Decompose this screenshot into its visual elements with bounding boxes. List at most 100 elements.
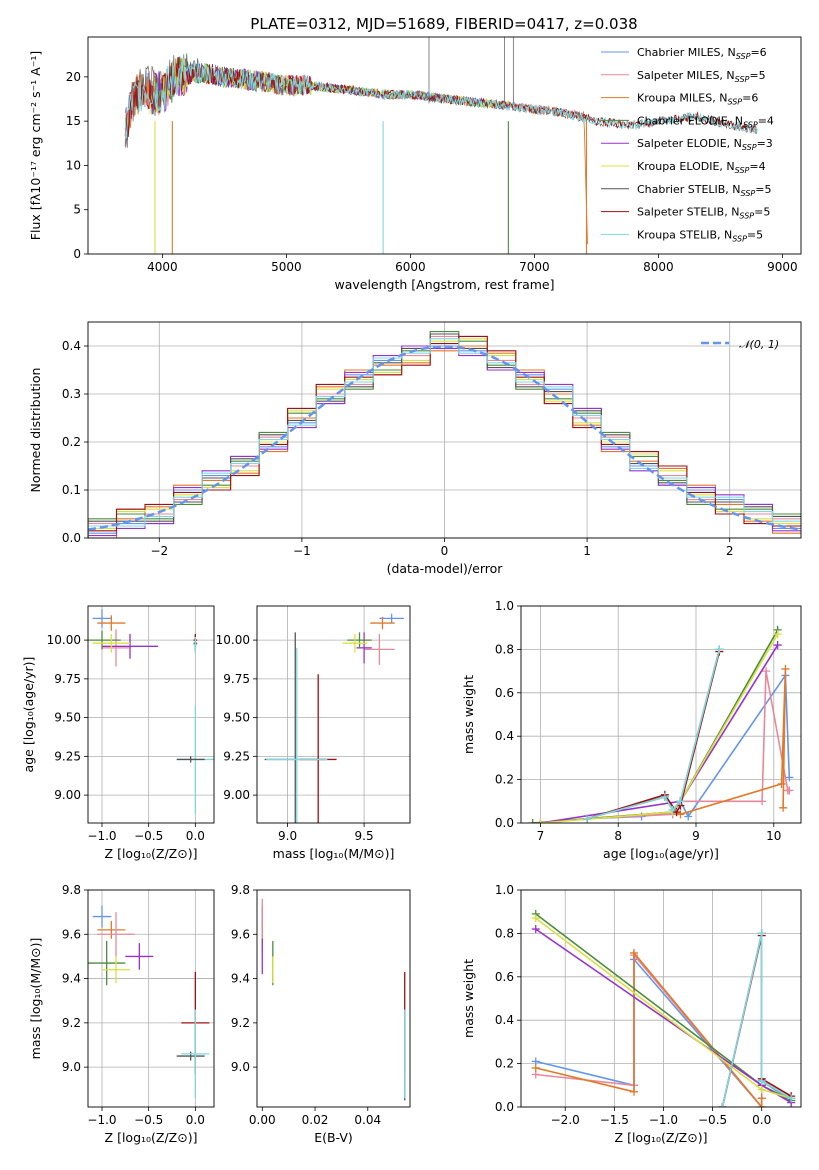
weight-series-line	[532, 629, 779, 823]
weight-point-marker	[676, 797, 685, 806]
spectrum-plot	[124, 37, 758, 254]
mass_vs_Z-xlabel: Z [log₁₀(Z/Z⊙)]	[105, 1130, 198, 1145]
age_vs_mass-axes: 9.0 9.5 9.00 9.25 9.50 9.75 10.00 mass [log₁₀(M…	[216, 605, 411, 861]
mass_vs_ebv-ytick-label: 9.6	[231, 927, 250, 941]
weight_vs_Z-plot	[531, 909, 796, 1107]
age_vs_mass-ytick-label: 10.00	[216, 633, 250, 647]
weight_vs_age-xtick-label: 10	[766, 829, 781, 843]
weight-point-marker	[762, 667, 770, 676]
legend-label: Chabrier ELODIE, NSSP=4	[637, 114, 774, 129]
mass_vs_ebv-xtick-label: 0.04	[354, 1113, 381, 1127]
weight_vs_age-ytick-label: 0.2	[495, 773, 514, 787]
age_vs_Z-ytick-label: 9.25	[54, 749, 81, 763]
weight_vs_Z-ytick-label: 0.2	[495, 1057, 514, 1071]
age_vs_mass-xtick-label: 9.5	[355, 829, 374, 843]
residuals-xtick-label: 2	[726, 544, 734, 558]
weight_vs_age-xlabel: age [log₁₀(age/yr)]	[603, 846, 719, 861]
age_vs_Z-ytick-label: 9.00	[54, 788, 81, 802]
weight_vs_Z-xtick-label: −0.5	[698, 1113, 727, 1127]
weight-point-marker	[583, 814, 592, 823]
residuals-plot	[88, 331, 801, 538]
age_vs_Z-ytick-label: 9.75	[54, 672, 81, 686]
mass_vs_Z-ytick-label: 9.0	[62, 1060, 81, 1074]
weight-point-marker	[779, 803, 788, 812]
weight-point-marker	[757, 1094, 766, 1103]
weight_vs_Z-ytick-label: 0.0	[495, 1100, 514, 1114]
weight_vs_Z-xtick-label: 0.0	[752, 1113, 771, 1127]
spectrum-series-line	[124, 57, 758, 138]
spectrum-ytick-label: 20	[66, 70, 81, 84]
age_vs_mass-ytick-label: 9.25	[223, 749, 250, 763]
age_vs_Z-xtick-label: −0.5	[134, 829, 163, 843]
spectrum-series-line	[124, 58, 588, 245]
spectrum-title: PLATE=0312, MJD=51689, FIBERID=0417, z=0…	[250, 15, 637, 33]
legend-label: Salpeter MILES, NSSP=5	[637, 69, 766, 84]
spectrum-frame	[87, 36, 802, 255]
residuals-xlabel: (data-model)/error	[387, 561, 504, 576]
spectrum-ytick-label: 15	[66, 114, 81, 128]
weight-point-marker	[660, 792, 669, 801]
weight-point-marker	[629, 1087, 638, 1096]
weight-series-line	[586, 651, 721, 820]
age_vs_mass-xtick-label: 9.0	[278, 829, 297, 843]
mass_vs_ebv-xtick-label: 0.00	[249, 1113, 276, 1127]
weight_vs_Z-ytick-label: 0.8	[495, 926, 514, 940]
weight-point-marker	[773, 630, 782, 639]
weight-point-marker	[684, 812, 693, 821]
weight_vs_Z-ytick-label: 1.0	[495, 883, 514, 897]
age_vs_Z-xtick-label: 0.0	[186, 829, 205, 843]
weight-point-marker	[536, 819, 545, 823]
residuals-ytick-label: 0.0	[62, 531, 81, 545]
weight_vs_Z-xtick-label: −1.0	[649, 1113, 678, 1127]
age_vs_Z-xtick-label: −1.0	[87, 829, 116, 843]
mass_vs_Z-ytick-label: 9.4	[62, 972, 81, 986]
residuals-xtick-label: 1	[583, 544, 591, 558]
weight-point-marker	[773, 641, 782, 650]
legend-label: Kroupa MILES, NSSP=6	[637, 92, 758, 107]
age_vs_mass-ytick-label: 9.50	[223, 711, 250, 725]
mass_vs_Z-plot	[88, 905, 210, 1099]
spectrum-xlabel: wavelength [Angstrom, rest frame]	[334, 277, 554, 292]
legend-label: Salpeter STELIB, NSSP=5	[637, 206, 770, 221]
spectrum-ytick-label: 10	[66, 158, 81, 172]
weight-point-marker	[629, 948, 638, 957]
legend-gauss-label: 𝒩(0, 1)	[739, 338, 779, 351]
weight-point-marker	[781, 664, 790, 673]
mass_vs_Z-ytick-label: 9.2	[62, 1016, 81, 1030]
residuals-ytick-label: 0.3	[62, 387, 81, 401]
weight_vs_age-plot	[528, 625, 794, 823]
mass_vs_Z-ylabel: mass [log₁₀(M/M⊙)]	[28, 938, 43, 1060]
weight-series-line	[721, 933, 792, 1107]
weight-point-marker	[758, 797, 767, 806]
mass_vs_ebv-plot	[261, 898, 406, 1101]
spectrum-ytick-label: 5	[73, 203, 81, 217]
mass_vs_ebv-ytick-label: 9.8	[231, 883, 250, 897]
mass_vs_ebv-xlabel: E(B-V)	[314, 1130, 353, 1145]
weight-point-marker	[668, 805, 677, 814]
spectrum-xtick-label: 6000	[395, 260, 426, 274]
weight-point-marker	[757, 1076, 766, 1085]
age_vs_Z-ytick-label: 9.50	[54, 711, 81, 725]
weight_vs_age-ytick-label: 0.0	[495, 816, 514, 830]
legend-label: Kroupa STELIB, NSSP=5	[637, 228, 763, 243]
weight_vs_age-ylabel: mass weight	[461, 675, 476, 754]
weight_vs_age-ytick-label: 1.0	[495, 599, 514, 613]
age_vs_mass-ytick-label: 9.75	[223, 672, 250, 686]
spectrum-ytick-label: 0	[73, 247, 81, 261]
weight_vs_age-ytick-label: 0.8	[495, 642, 514, 656]
mass_vs_ebv-ytick-label: 9.2	[231, 1016, 250, 1030]
age_vs_Z-ylabel: age [log₁₀(age/yr)]	[21, 657, 36, 773]
legend-label: Kroupa ELODIE, NSSP=4	[637, 160, 766, 175]
residual-histogram	[88, 345, 801, 538]
residuals-xtick-label: −1	[293, 544, 311, 558]
residuals-frame	[87, 321, 802, 539]
spectrum-xtick-label: 8000	[643, 260, 674, 274]
residuals-ylabel: Normed distribution	[28, 368, 43, 493]
weight-point-marker	[531, 914, 540, 923]
weight_vs_Z-xtick-label: −1.5	[600, 1113, 629, 1127]
age_vs_Z-frame	[87, 605, 215, 824]
residuals-xtick-label: 0	[441, 544, 449, 558]
age_vs_mass-plot	[264, 613, 404, 823]
residual-histogram	[88, 338, 801, 538]
weight-series-line	[587, 670, 790, 820]
